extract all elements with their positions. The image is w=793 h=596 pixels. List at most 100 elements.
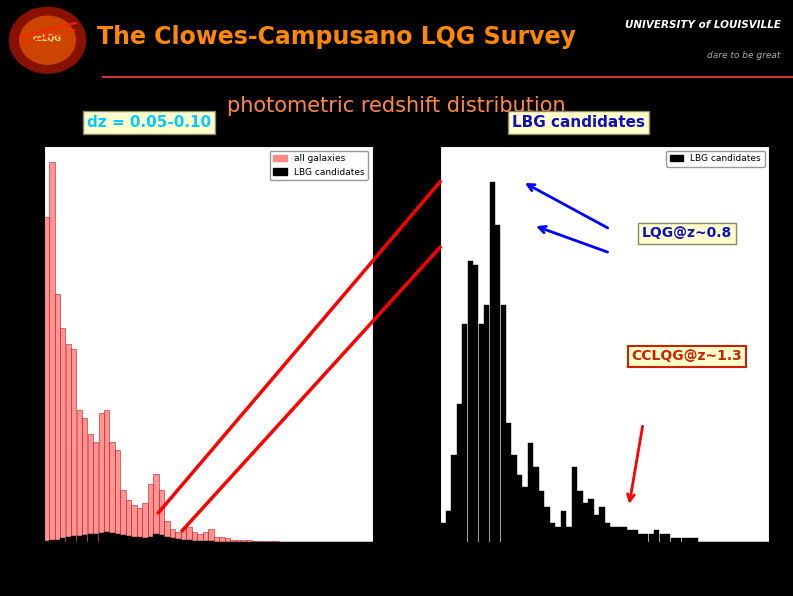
Bar	[528, 443, 534, 542]
Bar	[241, 540, 247, 542]
Bar	[143, 503, 147, 542]
Bar	[451, 455, 457, 542]
Bar	[572, 467, 577, 542]
Bar	[71, 349, 76, 542]
Bar	[583, 503, 588, 542]
Bar	[671, 538, 676, 542]
Bar	[49, 540, 55, 542]
X-axis label: $z_{phot}$: $z_{phot}$	[193, 567, 223, 583]
Bar	[269, 541, 274, 542]
Bar	[181, 540, 186, 542]
Bar	[49, 162, 55, 542]
Bar	[87, 535, 93, 542]
Bar	[170, 538, 175, 542]
Bar	[654, 530, 660, 542]
Text: dz = 0.05-0.10: dz = 0.05-0.10	[87, 115, 211, 130]
Bar	[159, 489, 164, 542]
Bar	[649, 535, 654, 542]
Bar	[126, 536, 132, 542]
Bar	[147, 484, 153, 542]
Bar	[621, 526, 626, 542]
Bar	[561, 511, 566, 542]
Bar	[440, 523, 446, 542]
Bar	[137, 537, 142, 542]
Bar	[147, 536, 153, 542]
Bar	[186, 526, 192, 542]
Bar	[236, 540, 241, 542]
Bar	[197, 535, 203, 542]
Bar	[197, 541, 203, 542]
Bar	[605, 523, 610, 542]
Y-axis label: Number: Number	[391, 319, 404, 370]
Bar	[610, 526, 615, 542]
Bar	[457, 403, 462, 542]
Bar	[495, 225, 500, 542]
Bar	[104, 532, 109, 542]
Bar	[517, 475, 523, 542]
Text: photometric redshift distribution: photometric redshift distribution	[227, 96, 566, 116]
Bar	[175, 539, 181, 542]
Bar	[82, 535, 87, 542]
Text: LBG candidates: LBG candidates	[511, 115, 645, 130]
Bar	[209, 541, 213, 542]
Bar	[219, 537, 224, 542]
Bar	[550, 523, 555, 542]
Bar	[478, 324, 484, 542]
Bar	[687, 538, 692, 542]
Legend: LBG candidates: LBG candidates	[666, 151, 764, 167]
Bar	[534, 467, 538, 542]
Bar	[247, 540, 252, 542]
Circle shape	[10, 7, 86, 73]
Bar	[462, 324, 468, 542]
Bar	[71, 536, 76, 542]
Bar	[126, 500, 132, 542]
Bar	[544, 507, 550, 542]
Bar	[153, 474, 159, 542]
Text: ccLQG: ccLQG	[33, 35, 62, 44]
Text: CCLQG@z~1.3: CCLQG@z~1.3	[631, 349, 742, 363]
Bar	[66, 344, 71, 542]
Bar	[632, 530, 638, 542]
Bar	[594, 514, 600, 542]
Bar	[98, 413, 104, 542]
Bar	[676, 538, 681, 542]
Bar	[82, 418, 87, 542]
Bar	[643, 535, 649, 542]
Bar	[468, 261, 473, 542]
Bar	[660, 535, 665, 542]
Bar	[164, 536, 170, 542]
Bar	[109, 442, 115, 542]
Bar	[681, 538, 687, 542]
Circle shape	[20, 16, 75, 64]
Bar	[153, 535, 159, 542]
Bar	[60, 328, 66, 542]
Bar	[224, 538, 230, 542]
Bar	[484, 305, 489, 542]
Bar	[186, 540, 192, 542]
Bar	[566, 526, 572, 542]
X-axis label: $z_{phot}$: $z_{phot}$	[590, 567, 619, 583]
Bar	[132, 505, 137, 542]
Bar	[55, 294, 60, 542]
Text: UNIVERSITY of LOUISVILLE: UNIVERSITY of LOUISVILLE	[625, 20, 781, 30]
Bar	[93, 534, 98, 542]
Bar	[170, 529, 175, 542]
Text: dare to be great: dare to be great	[707, 51, 781, 60]
Bar	[159, 535, 164, 542]
Bar	[192, 532, 197, 542]
Bar	[115, 450, 121, 542]
Bar	[523, 487, 528, 542]
Bar	[203, 541, 208, 542]
Bar	[164, 522, 170, 542]
Bar	[98, 533, 104, 542]
Bar	[93, 442, 98, 542]
Bar	[446, 511, 451, 542]
Text: The Clowes-Campusano LQG Survey: The Clowes-Campusano LQG Survey	[97, 25, 576, 49]
Bar	[192, 541, 197, 542]
Bar	[132, 536, 137, 542]
Bar	[692, 538, 698, 542]
Bar	[489, 182, 495, 542]
Bar	[77, 536, 82, 542]
Bar	[66, 537, 71, 542]
Text: LQG@z~0.8: LQG@z~0.8	[642, 226, 732, 240]
